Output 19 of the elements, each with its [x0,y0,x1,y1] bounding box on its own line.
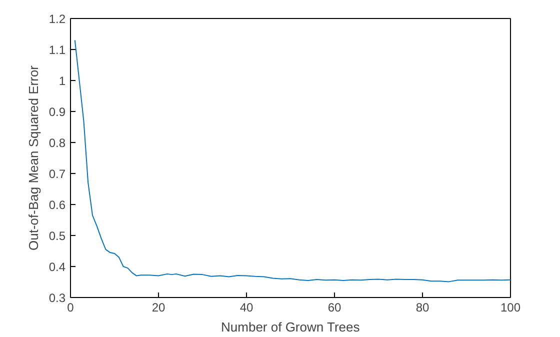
x-tick-label: 60 [328,300,342,314]
y-tick-label: 1.2 [48,12,66,26]
y-tick-label: 1 [58,74,66,88]
x-tick-label: 40 [240,300,254,314]
y-tick-label: 1.1 [48,43,66,57]
x-tick-label: 20 [152,300,166,314]
x-tick-label: 100 [500,300,521,314]
y-tick-label: 0.8 [48,136,66,150]
x-tick-label: 80 [416,300,430,314]
y-tick-label: 0.7 [48,167,66,181]
y-tick-label: 0.9 [48,105,66,119]
y-tick-label: 0.4 [48,260,66,274]
y-tick-label: 0.5 [48,229,66,243]
y-tick-label: 0.3 [48,291,66,305]
y-axis-title: Out-of-Bag Mean Squared Error [26,64,41,250]
y-tick-label: 0.6 [48,198,66,212]
x-tick-label: 0 [67,300,74,314]
line-series [74,40,510,282]
x-axis-title: Number of Grown Trees [221,320,360,334]
